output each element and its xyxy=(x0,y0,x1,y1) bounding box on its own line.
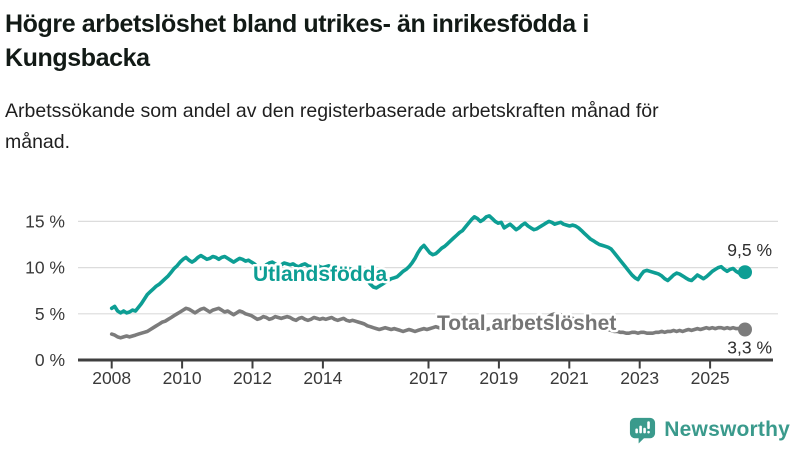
x-axis-label: 2023 xyxy=(620,368,659,388)
y-axis-label: 10 % xyxy=(25,258,65,278)
brand-logo: Newsworthy xyxy=(628,415,790,444)
series-label-0: Utlandsfödda xyxy=(253,263,387,286)
series-end-label-0: 9,5 % xyxy=(727,240,772,260)
y-axis-label: 5 % xyxy=(35,304,65,324)
chart-subtitle: Arbetssökande som andel av den registerb… xyxy=(5,100,659,154)
x-axis-label: 2025 xyxy=(691,368,730,388)
series-end-label-1: 3,3 % xyxy=(727,338,772,358)
series-label-1: Total arbetslöshet xyxy=(437,312,616,335)
line-chart: 15 % 10 % 5 % 0 % 2008 2010 2012 2014 2017 2019 20… xyxy=(25,211,778,388)
newsworthy-logo-icon xyxy=(630,417,656,444)
x-axis-label: 2008 xyxy=(92,368,131,388)
x-axis-label: 2019 xyxy=(479,368,518,388)
series-end-dot-0 xyxy=(738,265,752,280)
brand-name: Newsworthy xyxy=(664,417,790,441)
series-end-dot-1 xyxy=(738,322,752,337)
y-axis-label: 0 % xyxy=(35,350,65,370)
y-axis-label: 15 % xyxy=(25,211,65,231)
chart-title: Högre arbetslöshet bland utrikes- än inr… xyxy=(5,10,589,72)
x-axis-label: 2017 xyxy=(409,368,448,388)
series-line-1 xyxy=(109,306,747,340)
x-axis-label: 2014 xyxy=(303,368,342,388)
series-line-0 xyxy=(109,214,747,315)
x-axis-label: 2010 xyxy=(163,368,202,388)
x-axis-label: 2012 xyxy=(233,368,272,388)
x-axis-label: 2021 xyxy=(550,368,589,388)
